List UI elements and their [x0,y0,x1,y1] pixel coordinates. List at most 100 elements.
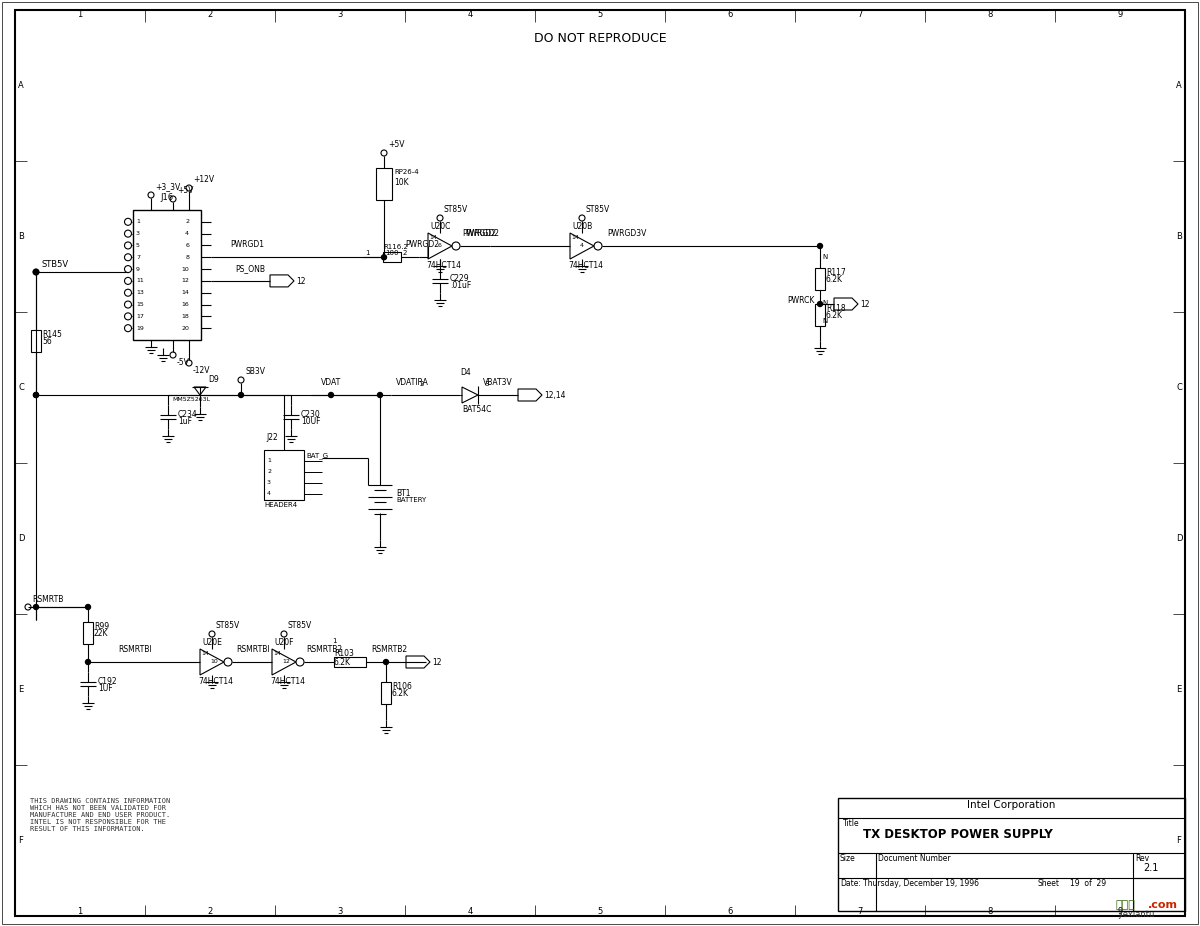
Text: N: N [822,318,827,324]
Text: J16: J16 [161,193,174,202]
Text: PS_ONB: PS_ONB [235,264,265,273]
Text: 5: 5 [598,907,602,916]
Text: 2: 2 [208,907,212,916]
Text: jiexiantu: jiexiantu [1118,910,1154,919]
Text: R118: R118 [826,304,846,313]
Bar [376,168,392,200]
Text: RP26-4: RP26-4 [394,169,419,175]
Text: 6.2K: 6.2K [826,311,842,320]
Text: 12: 12 [282,659,290,664]
Text: ST85V: ST85V [216,621,240,630]
Text: A: A [18,81,24,90]
Text: Sheet: Sheet [1038,879,1060,888]
Text: U20C: U20C [430,222,450,231]
Text: 12: 12 [296,277,306,286]
Text: 1: 1 [136,219,140,224]
Text: 8: 8 [988,10,992,19]
Text: 17: 17 [136,314,144,319]
Text: Intel Corporation: Intel Corporation [967,800,1056,810]
Circle shape [34,393,38,397]
Text: RSMRTB2: RSMRTB2 [306,645,342,654]
Text: C: C [1176,383,1182,392]
Circle shape [817,244,822,248]
Text: BATTERY: BATTERY [396,497,426,503]
Text: 6: 6 [727,907,733,916]
Bar [815,268,826,290]
Text: VDATIRA: VDATIRA [396,378,428,387]
Text: 74HCT14: 74HCT14 [426,261,461,270]
Text: 4: 4 [467,10,473,19]
Text: 6: 6 [438,243,442,248]
Text: SB3V: SB3V [245,367,265,376]
Text: C192: C192 [98,677,118,686]
Bar [83,622,94,644]
Text: 74HCT14: 74HCT14 [568,261,604,270]
Text: 6.2K: 6.2K [392,689,409,698]
Text: MM5Z5263L: MM5Z5263L [172,397,210,402]
Text: 3: 3 [266,480,271,485]
Text: -5V: -5V [178,358,190,367]
Text: 8: 8 [988,907,992,916]
Text: DO NOT REPRODUCE: DO NOT REPRODUCE [534,32,666,45]
Text: 12: 12 [432,658,442,667]
Text: 6.2K: 6.2K [334,658,352,667]
Text: U20E: U20E [202,638,222,647]
Text: 12: 12 [181,279,190,283]
Text: F: F [1176,836,1182,845]
Text: R145: R145 [42,330,62,339]
Text: A: A [1176,81,1182,90]
Text: 4: 4 [580,243,584,248]
Text: 20: 20 [181,326,190,331]
Text: BT1: BT1 [396,489,410,498]
Text: RSMRTBI: RSMRTBI [118,645,151,654]
Text: 2: 2 [266,469,271,474]
Bar [31,330,41,352]
Bar [264,450,304,500]
Text: VDAT: VDAT [322,378,341,387]
Text: 6.2K: 6.2K [826,275,842,284]
Text: 2.1: 2.1 [1142,863,1158,873]
Circle shape [85,605,90,609]
Text: RSMRTB: RSMRTB [32,595,64,604]
Text: 7: 7 [857,907,863,916]
Text: 19  of  29: 19 of 29 [1070,879,1106,888]
Text: 12,14: 12,14 [544,391,565,400]
Text: +12V: +12V [193,175,214,184]
Text: C229: C229 [450,274,469,283]
Text: Thursday, December 19, 1996: Thursday, December 19, 1996 [863,879,979,888]
Text: VBAT3V: VBAT3V [482,378,512,387]
Text: D9: D9 [208,374,218,383]
Text: 19: 19 [136,326,144,331]
Text: 5: 5 [598,10,602,19]
Text: 1: 1 [77,907,83,916]
Text: 3: 3 [337,907,343,916]
Text: THIS DRAWING CONTAINS INFORMATION
WHICH HAS NOT BEEN VALIDATED FOR
MANUFACTURE A: THIS DRAWING CONTAINS INFORMATION WHICH … [30,798,170,832]
Text: 1: 1 [266,458,271,463]
Text: 1: 1 [365,250,370,257]
Text: 13: 13 [136,290,144,295]
Text: D4: D4 [460,368,470,377]
Text: 2: 2 [208,10,212,19]
Text: 10: 10 [181,267,190,271]
Text: 3: 3 [484,381,488,387]
Circle shape [239,393,244,397]
Text: +5V: +5V [178,186,193,195]
Circle shape [382,255,386,260]
Text: 1: 1 [332,638,336,644]
Text: HEADER4: HEADER4 [264,502,298,508]
Text: 4: 4 [185,232,190,236]
Text: +3_3V: +3_3V [155,182,180,191]
Text: R106: R106 [392,682,412,691]
Text: .01uF: .01uF [450,281,472,290]
Text: 14: 14 [181,290,190,295]
Bar [133,210,202,340]
Text: 5: 5 [136,243,140,248]
Text: 7: 7 [136,255,140,260]
Circle shape [34,393,38,397]
Text: D: D [1176,534,1182,543]
Text: D: D [18,534,24,543]
Text: 56: 56 [42,337,52,346]
Text: B: B [18,232,24,241]
Text: RSMRTBI: RSMRTBI [236,645,270,654]
Text: .com: .com [1148,900,1178,910]
